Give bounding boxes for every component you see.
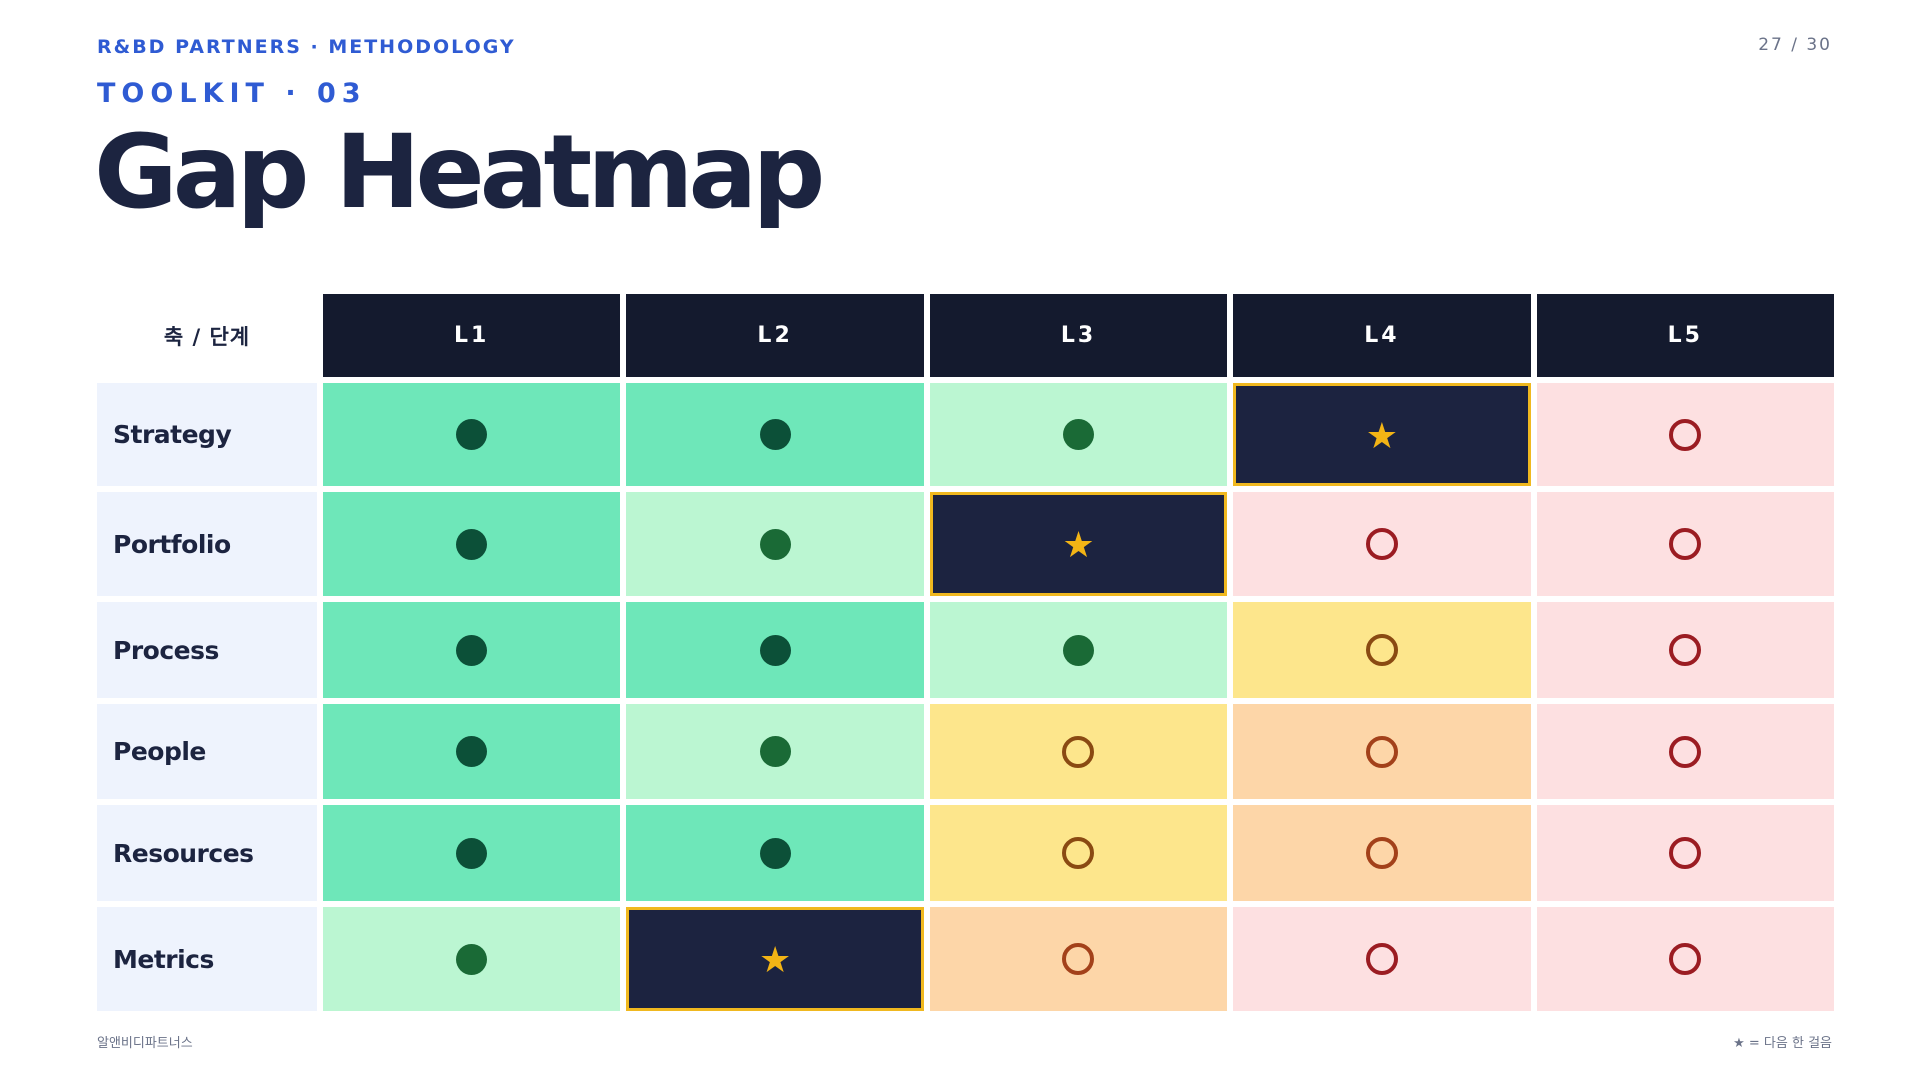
heatmap-cell-process-l4: [1233, 602, 1531, 698]
heatmap-cell-portfolio-l4: [1233, 492, 1531, 596]
open-circle-icon: [1365, 735, 1398, 768]
open-circle-icon: [1365, 634, 1398, 666]
heatmap-cell-strategy-l1: [323, 383, 621, 486]
star-icon: ★: [1062, 525, 1095, 566]
heatmap-cell-resources-l1: [323, 805, 621, 901]
row-label-portfolio: Portfolio: [97, 492, 317, 596]
column-header-l4: L4: [1233, 294, 1531, 377]
heatmap-cell-strategy-l4: ★: [1233, 383, 1531, 486]
column-header-l1: L1: [323, 294, 621, 377]
heatmap-cell-metrics-l1: [323, 907, 621, 1011]
page-number: 27 / 30: [1758, 35, 1832, 55]
column-header-l5: L5: [1536, 294, 1834, 377]
heatmap-cell-metrics-l5: [1536, 907, 1834, 1011]
open-circle-icon: [1062, 735, 1095, 768]
heatmap-cell-resources-l5: [1536, 805, 1834, 901]
heatmap-cell-portfolio-l1: [323, 492, 621, 596]
footer-legend: ★ = 다음 한 걸음: [1733, 1036, 1832, 1051]
open-circle-icon: [1669, 418, 1702, 451]
heatmap-cell-strategy-l2: [626, 383, 924, 486]
heatmap-cell-strategy-l5: [1536, 383, 1834, 486]
heatmap-cell-people-l3: [929, 704, 1228, 799]
open-circle-icon: [1669, 943, 1702, 975]
column-header-l2: L2: [626, 294, 924, 377]
row-label-metrics: Metrics: [97, 907, 317, 1011]
open-circle-icon: [1669, 634, 1702, 666]
heatmap-cell-process-l1: [323, 602, 621, 698]
star-icon: ★: [1365, 415, 1399, 457]
open-circle-icon: [1062, 943, 1095, 975]
open-circle-icon: [1669, 735, 1702, 768]
open-circle-icon: [1062, 837, 1095, 869]
page-title: Gap Heatmap: [94, 113, 825, 232]
open-circle-icon: [1365, 528, 1398, 560]
row-label-people: People: [97, 704, 317, 799]
heatmap-cell-strategy-l3: [929, 383, 1228, 486]
row-label-resources: Resources: [97, 805, 317, 901]
column-header-l3: L3: [929, 294, 1228, 377]
heatmap-cell-process-l2: [626, 602, 924, 698]
heatmap-cell-resources-l2: [626, 805, 924, 901]
filled-circle-icon: [759, 837, 791, 869]
filled-circle-icon: [456, 528, 488, 560]
footer-brand: 알앤비디파트너스: [97, 1036, 193, 1051]
open-circle-icon: [1365, 943, 1398, 975]
filled-circle-icon: [456, 837, 488, 869]
filled-circle-icon: [1062, 419, 1094, 450]
star-icon: ★: [758, 940, 792, 981]
filled-circle-icon: [759, 634, 791, 666]
heatmap-cell-people-l1: [323, 704, 621, 799]
corner-label: 축 / 단계: [163, 324, 251, 349]
filled-circle-icon: [759, 528, 791, 560]
filled-circle-icon: [456, 943, 488, 975]
heatmap-cell-metrics-l2: ★: [626, 907, 924, 1011]
heatmap-cell-portfolio-l2: [626, 492, 924, 596]
heatmap-cell-people-l4: [1233, 704, 1531, 799]
filled-circle-icon: [456, 419, 488, 450]
heatmap-cell-metrics-l4: [1233, 907, 1531, 1011]
heatmap-cell-resources-l4: [1233, 805, 1531, 901]
open-circle-icon: [1365, 837, 1398, 869]
filled-circle-icon: [456, 634, 488, 666]
heatmap-cell-people-l5: [1536, 704, 1834, 799]
filled-circle-icon: [456, 736, 488, 767]
heatmap-cell-resources-l3: [929, 805, 1228, 901]
filled-circle-icon: [759, 419, 791, 450]
gap-heatmap-grid: 축 / 단계 L1 L2 L3 L4 L5 Strategy ★ Portfolio ★ Proc…: [97, 294, 1834, 1011]
heatmap-cell-metrics-l3: [929, 907, 1228, 1011]
open-circle-icon: [1669, 528, 1702, 560]
heatmap-cell-people-l2: [626, 704, 924, 799]
filled-circle-icon: [1062, 634, 1094, 666]
section-label: TOOLKIT · 03: [97, 78, 367, 109]
row-label-strategy: Strategy: [97, 383, 317, 486]
header-kicker: R&BD PARTNERS · METHODOLOGY: [97, 36, 516, 58]
heatmap-cell-portfolio-l5: [1536, 492, 1834, 596]
open-circle-icon: [1669, 837, 1702, 869]
heatmap-cell-portfolio-l3: ★: [929, 492, 1228, 596]
heatmap-cell-process-l5: [1536, 602, 1834, 698]
filled-circle-icon: [759, 736, 791, 767]
row-label-process: Process: [97, 602, 317, 698]
heatmap-cell-process-l3: [929, 602, 1228, 698]
